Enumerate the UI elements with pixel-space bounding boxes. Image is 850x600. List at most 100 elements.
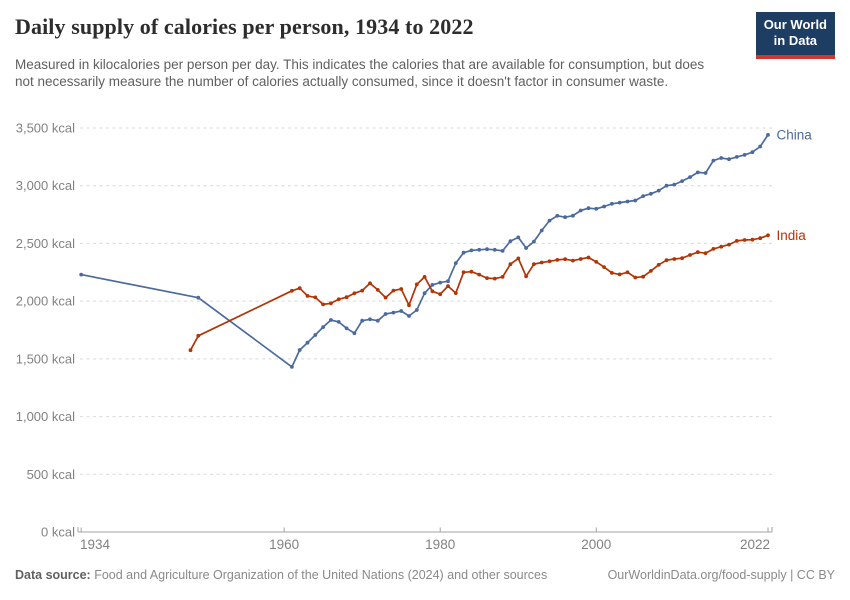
- series-point-india[interactable]: [469, 269, 474, 274]
- series-point-china[interactable]: [375, 318, 380, 323]
- series-point-china[interactable]: [633, 198, 638, 203]
- series-point-china[interactable]: [649, 191, 653, 196]
- series-point-china[interactable]: [329, 318, 333, 322]
- series-point-india[interactable]: [391, 288, 396, 293]
- series-point-china[interactable]: [680, 179, 684, 184]
- series-point-china[interactable]: [477, 247, 482, 252]
- series-line-india[interactable]: [189, 234, 769, 352]
- series-point-china[interactable]: [539, 228, 544, 233]
- series-point-china[interactable]: [508, 239, 513, 244]
- series-point-china[interactable]: [586, 206, 591, 211]
- series-point-india[interactable]: [563, 257, 567, 262]
- series-point-india[interactable]: [430, 289, 435, 294]
- series-point-china[interactable]: [703, 171, 708, 175]
- series-point-china[interactable]: [610, 201, 614, 206]
- series-point-china[interactable]: [500, 249, 505, 253]
- series-point-china[interactable]: [719, 156, 724, 160]
- series-point-india[interactable]: [500, 275, 505, 279]
- series-point-china[interactable]: [360, 318, 365, 323]
- series-point-india[interactable]: [407, 303, 411, 308]
- series-point-india[interactable]: [617, 272, 622, 277]
- series-point-india[interactable]: [414, 282, 419, 287]
- series-point-china[interactable]: [750, 150, 755, 155]
- series-point-china[interactable]: [617, 200, 622, 205]
- series-point-china[interactable]: [571, 213, 575, 218]
- series-point-china[interactable]: [414, 308, 419, 312]
- series-point-india[interactable]: [742, 238, 747, 242]
- series-point-china[interactable]: [555, 213, 560, 218]
- series-point-india[interactable]: [485, 276, 489, 280]
- series-point-china[interactable]: [297, 348, 302, 352]
- series-point-china[interactable]: [563, 215, 567, 220]
- series-point-china[interactable]: [391, 310, 396, 315]
- series-point-india[interactable]: [688, 253, 692, 257]
- series-point-india[interactable]: [532, 262, 536, 267]
- series-point-india[interactable]: [727, 242, 731, 247]
- series-point-china[interactable]: [672, 182, 677, 187]
- series-point-china[interactable]: [313, 333, 318, 337]
- series-point-india[interactable]: [492, 276, 497, 281]
- series-point-india[interactable]: [313, 295, 318, 300]
- series-point-china[interactable]: [469, 248, 474, 253]
- series-point-china[interactable]: [547, 218, 552, 223]
- series-point-china[interactable]: [758, 144, 763, 149]
- series-label-india[interactable]: India: [777, 228, 807, 243]
- series-point-india[interactable]: [555, 258, 560, 262]
- series-point-india[interactable]: [734, 239, 739, 243]
- series-label-china[interactable]: China: [777, 127, 813, 142]
- series-point-china[interactable]: [524, 246, 528, 250]
- series-point-india[interactable]: [656, 262, 661, 267]
- series-point-india[interactable]: [602, 265, 606, 269]
- series-point-china[interactable]: [321, 325, 325, 329]
- series-point-india[interactable]: [758, 236, 763, 241]
- owid-logo[interactable]: Our World in Data: [755, 12, 835, 59]
- series-point-india[interactable]: [719, 244, 724, 249]
- license-credit[interactable]: OurWorldinData.org/food-supply | CC BY: [607, 568, 835, 582]
- series-point-china[interactable]: [336, 320, 341, 324]
- series-point-india[interactable]: [625, 270, 630, 275]
- series-point-india[interactable]: [336, 297, 341, 302]
- series-point-china[interactable]: [407, 314, 411, 318]
- series-point-china[interactable]: [625, 199, 630, 204]
- series-point-india[interactable]: [578, 257, 583, 261]
- series-point-china[interactable]: [742, 153, 747, 157]
- series-point-china[interactable]: [79, 272, 84, 277]
- series-point-india[interactable]: [477, 272, 482, 277]
- series-point-india[interactable]: [524, 274, 528, 279]
- series-point-india[interactable]: [438, 292, 443, 297]
- series-point-china[interactable]: [352, 331, 357, 336]
- series-point-india[interactable]: [508, 262, 513, 267]
- series-point-india[interactable]: [352, 291, 357, 296]
- series-point-india[interactable]: [539, 260, 544, 265]
- series-point-india[interactable]: [594, 260, 599, 264]
- series-point-china[interactable]: [664, 183, 669, 188]
- series-point-china[interactable]: [656, 188, 661, 193]
- series-point-china[interactable]: [485, 247, 489, 252]
- series-point-china[interactable]: [688, 175, 692, 180]
- series-point-india[interactable]: [586, 255, 591, 260]
- series-point-india[interactable]: [344, 295, 349, 300]
- series-line-china[interactable]: [80, 134, 769, 368]
- series-point-china[interactable]: [446, 279, 450, 284]
- series-point-india[interactable]: [766, 233, 770, 238]
- series-point-india[interactable]: [446, 284, 450, 288]
- series-point-india[interactable]: [750, 237, 755, 242]
- series-point-india[interactable]: [664, 258, 669, 263]
- series-point-india[interactable]: [290, 288, 294, 293]
- series-point-india[interactable]: [368, 281, 372, 286]
- series-point-china[interactable]: [578, 208, 583, 213]
- series-point-china[interactable]: [383, 312, 388, 316]
- series-point-india[interactable]: [188, 348, 193, 353]
- series-point-india[interactable]: [297, 286, 302, 291]
- series-point-india[interactable]: [516, 256, 521, 261]
- series-point-india[interactable]: [672, 257, 677, 261]
- series-point-china[interactable]: [711, 158, 716, 163]
- series-point-china[interactable]: [422, 291, 427, 296]
- series-point-india[interactable]: [703, 251, 708, 256]
- series-point-china[interactable]: [766, 133, 770, 137]
- series-point-india[interactable]: [633, 275, 638, 280]
- series-point-india[interactable]: [329, 301, 333, 306]
- series-point-china[interactable]: [305, 340, 310, 345]
- series-point-india[interactable]: [695, 250, 700, 255]
- series-point-china[interactable]: [734, 155, 739, 159]
